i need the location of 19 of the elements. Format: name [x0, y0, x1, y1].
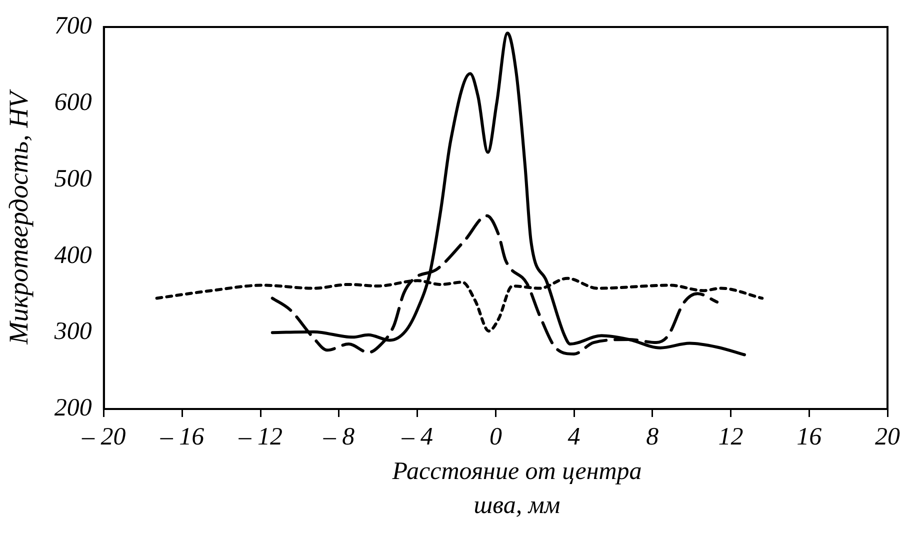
x-tick-label: – 12 — [238, 424, 282, 451]
x-axis-title: Расстояние от центра шва, мм — [391, 457, 643, 521]
x-tick-label: 8 — [646, 424, 660, 451]
x-tick-label: 4 — [568, 424, 580, 451]
x-tick-label: 12 — [718, 424, 744, 451]
x-tick-label: – 4 — [400, 424, 433, 451]
x-tick-label: – 20 — [81, 424, 126, 451]
y-tick-label: 400 — [54, 242, 92, 269]
y-tick-label: 600 — [54, 88, 92, 116]
x-tick-label: – 16 — [159, 424, 205, 451]
x-tick-label: – 8 — [322, 424, 356, 451]
x-tick-label: 0 — [489, 424, 502, 451]
y-tick-label: 300 — [53, 318, 92, 346]
x-tick-label: 16 — [796, 424, 822, 451]
x-tick-label: 20 — [875, 424, 900, 451]
y-axis-title: Микротвердость, HV — [3, 88, 34, 346]
y-tick-label: 500 — [54, 165, 92, 192]
y-tick-label: 700 — [54, 12, 92, 40]
y-tick-label: 200 — [54, 394, 92, 422]
